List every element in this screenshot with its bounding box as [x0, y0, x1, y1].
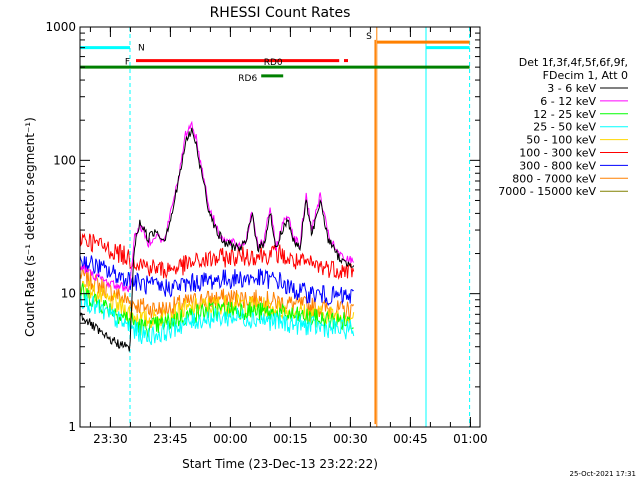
y-tick-label: 10: [61, 287, 76, 301]
legend-entry-label: 100 - 300 keV: [519, 147, 596, 160]
x-tick-label: 00:00: [213, 432, 248, 446]
series-line-12-25keV: [79, 283, 354, 340]
x-axis-ticks: 23:30 23:45 00:00 00:15 00:30 00:45 01:00: [89, 27, 488, 446]
footer-timestamp: 25-Oct-2021 17:31: [570, 470, 636, 478]
legend-entry-label: 3 - 6 keV: [547, 82, 596, 95]
x-tick-label: 00:15: [273, 432, 308, 446]
attenuator-state-bars: NF RD0 RD6 S: [80, 32, 470, 84]
vertical-markers: [79, 27, 471, 427]
legend-header-line: Det 1f,3f,4f,5f,6f,9f,: [519, 56, 628, 69]
x-tick-label: 23:30: [93, 432, 128, 446]
y-tick-label: 1000: [45, 20, 76, 34]
state-bar-label-RD0: RD0: [264, 58, 283, 68]
legend-entry-label: 50 - 100 keV: [526, 134, 596, 147]
legend-entry-label: 6 - 12 keV: [540, 95, 596, 108]
state-bar-label-S: S: [366, 32, 372, 42]
legend: Det 1f,3f,4f,5f,6f,9f,FDecim 1, Att 03 -…: [498, 56, 628, 198]
legend-entry-label: 12 - 25 keV: [533, 108, 596, 121]
legend-entry-label: 7000 - 15000 keV: [498, 185, 596, 198]
series-line-6-12keV: [79, 120, 355, 293]
state-bar-label-F: F: [125, 58, 130, 68]
y-axis-label: Count Rate (s⁻¹ detector segment⁻¹): [23, 117, 37, 337]
chart-title: RHESSI Count Rates: [210, 5, 351, 21]
x-tick-label: 01:00: [453, 432, 488, 446]
series-line-300-800keV: [79, 255, 354, 307]
x-tick-label: 00:45: [393, 432, 428, 446]
plot-frame: [79, 26, 481, 428]
y-axis-ticks: 1 10 100 1000: [45, 20, 480, 434]
y-tick-label: 100: [53, 153, 76, 167]
series-line-25-50keV: [79, 292, 355, 346]
y-tick-label: 1: [68, 420, 76, 434]
legend-entry-label: 300 - 800 keV: [519, 159, 596, 172]
x-tick-label: 00:30: [333, 432, 368, 446]
x-tick-label: 23:45: [153, 432, 188, 446]
legend-entry-label: 25 - 50 keV: [533, 121, 596, 134]
state-bar-label-RD6: RD6: [238, 74, 257, 84]
legend-entry-label: 800 - 7000 keV: [512, 172, 596, 185]
series-lines: [79, 39, 376, 425]
legend-header-line: FDecim 1, Att 0: [543, 69, 628, 82]
series-line-100-300keV: [79, 228, 355, 281]
series-line-3-6keV: [79, 127, 355, 352]
state-bar-label-N: N: [138, 44, 145, 54]
x-axis-label: Start Time (23-Dec-13 23:22:22): [182, 457, 378, 471]
